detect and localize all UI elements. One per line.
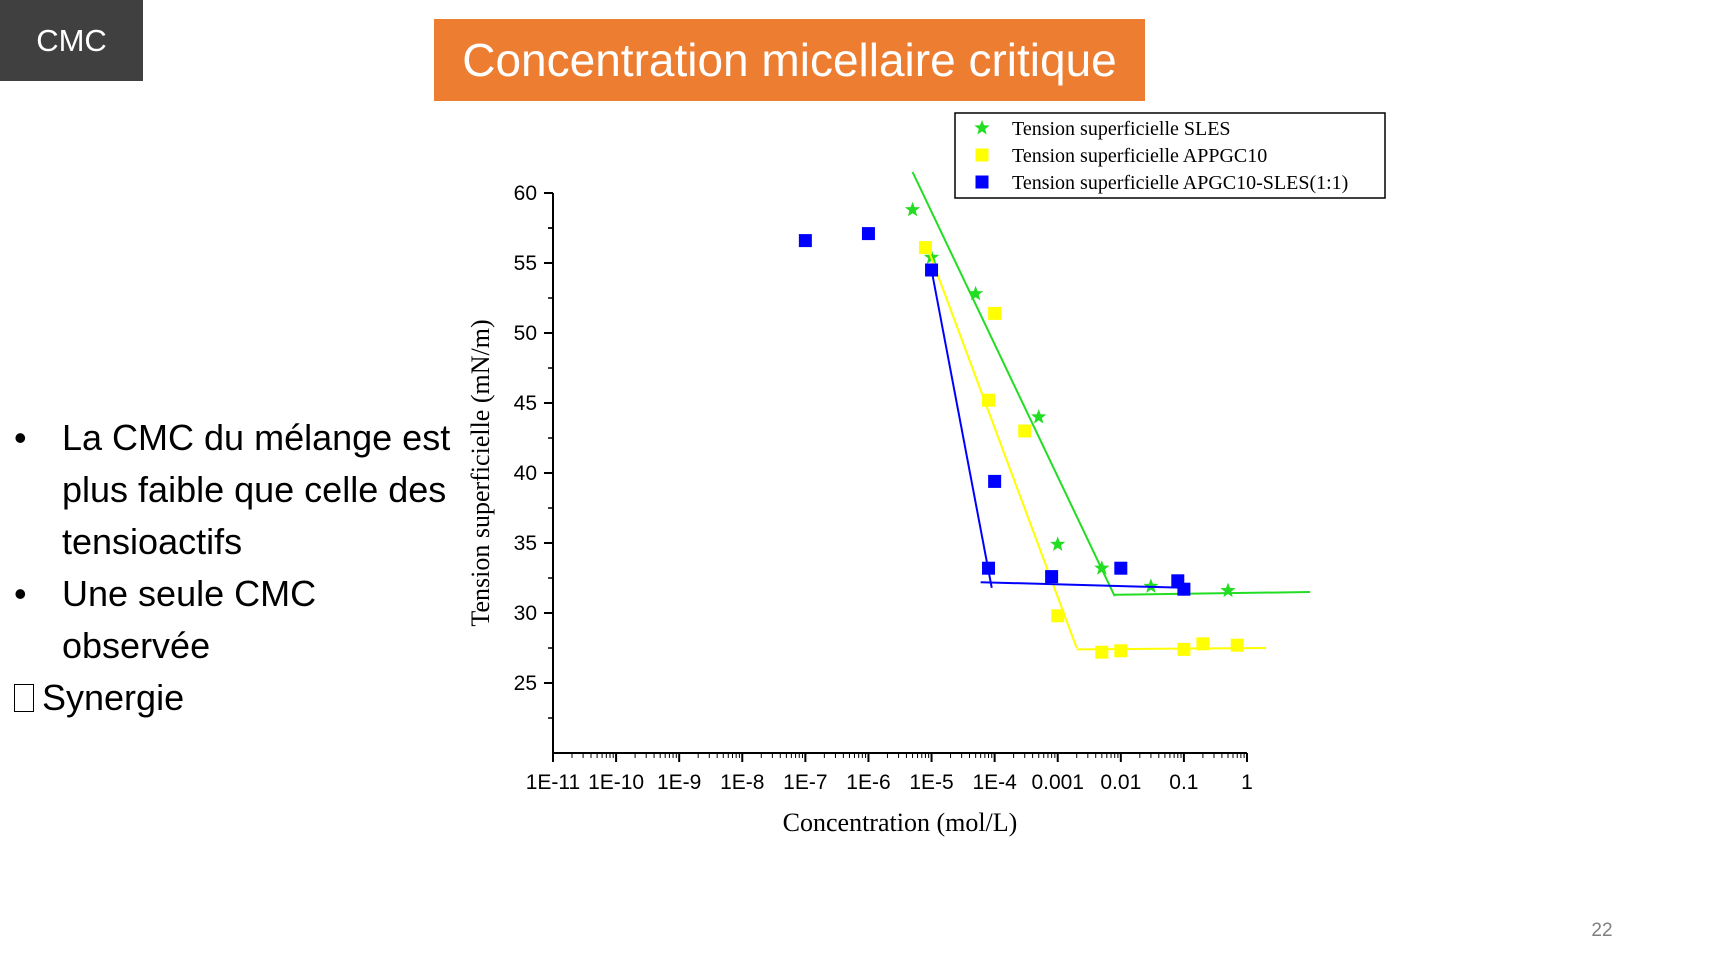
y-tick-label: 40 xyxy=(514,462,537,485)
bullet-item: • Une seule CMC observée xyxy=(14,568,454,672)
data-point-square xyxy=(1196,637,1210,651)
bullet-text: Une seule CMC observée xyxy=(62,573,317,666)
legend-entry-label: Tension superficielle APGC10-SLES(1:1) xyxy=(1012,172,1348,194)
fit-line xyxy=(924,241,1078,649)
data-point-square xyxy=(1230,638,1244,652)
x-axis-title: Concentration (mol/L) xyxy=(783,808,1018,837)
x-tick-label: 1E-8 xyxy=(720,771,764,794)
x-tick-label: 1E-9 xyxy=(657,771,701,794)
data-point-star xyxy=(1050,536,1066,551)
slide-title: Concentration micellaire critique xyxy=(434,19,1145,101)
data-point-square xyxy=(988,306,1002,320)
x-tick-label: 0.1 xyxy=(1169,771,1198,794)
x-tick-label: 0.01 xyxy=(1100,771,1141,794)
y-tick-label: 45 xyxy=(514,392,537,415)
conclusion-text: Synergie xyxy=(42,677,185,718)
data-point-square xyxy=(1114,644,1128,658)
fit-line xyxy=(911,171,1116,597)
data-point-star xyxy=(1143,578,1159,593)
page-number: 22 xyxy=(1591,920,1613,941)
fit-line xyxy=(930,269,993,588)
data-point-square xyxy=(1051,609,1065,623)
y-tick-label: 35 xyxy=(514,532,537,555)
x-tick-label: 1 xyxy=(1241,771,1253,794)
x-tick-label: 1E-5 xyxy=(909,771,953,794)
y-tick-label: 25 xyxy=(514,672,537,695)
bullet-text: La CMC du mélange est plus faible que ce… xyxy=(62,417,451,562)
chart-legend: Tension superficielle SLES Tension superf… xyxy=(954,112,1386,199)
data-point-square xyxy=(1095,645,1109,659)
x-tick-label: 0.001 xyxy=(1031,771,1084,794)
data-point-square xyxy=(1018,424,1032,438)
data-point-star xyxy=(1094,560,1110,575)
section-tag: CMC xyxy=(0,0,143,81)
legend-marker-square xyxy=(975,148,989,162)
data-point-star xyxy=(1220,582,1236,598)
x-tick-label: 1E-11 xyxy=(526,771,580,794)
y-tick-label: 55 xyxy=(514,252,537,275)
series-group xyxy=(904,171,1311,598)
legend-entry-label: Tension superficielle SLES xyxy=(1012,118,1231,140)
series-group xyxy=(798,227,1191,596)
bullet-list: • La CMC du mélange est plus faible que … xyxy=(14,412,454,724)
data-point-square xyxy=(918,241,932,255)
bullet-dot-icon: • xyxy=(14,417,27,458)
arrow-placeholder-icon xyxy=(14,684,34,712)
data-point-square xyxy=(925,263,939,277)
legend-box xyxy=(954,112,1386,199)
data-point-star xyxy=(1031,409,1047,424)
legend-marker-square xyxy=(975,175,989,189)
x-tick-label: 1E-4 xyxy=(972,771,1017,794)
legend-entry-label: Tension superficielle APPGC10 xyxy=(1012,145,1267,167)
x-tick-label: 1E-7 xyxy=(783,771,827,794)
data-point-square xyxy=(861,227,875,241)
data-point-square xyxy=(1177,642,1191,656)
y-tick-label: 50 xyxy=(514,322,537,345)
bullet-dot-icon: • xyxy=(14,573,27,614)
y-axis-title: Tension superficielle (mN/m) xyxy=(466,319,495,626)
data-point-square xyxy=(1177,582,1191,596)
data-point-square xyxy=(982,561,996,575)
data-point-square xyxy=(988,474,1002,488)
x-tick-label: 1E-6 xyxy=(846,771,890,794)
x-tick-label: 1E-10 xyxy=(588,771,644,794)
y-tick-label: 60 xyxy=(514,182,537,205)
bullet-item: • La CMC du mélange est plus faible que … xyxy=(14,412,454,568)
y-tick-label: 30 xyxy=(514,602,537,625)
data-point-square xyxy=(982,393,996,407)
data-point-star xyxy=(904,201,921,217)
data-point-square xyxy=(798,234,812,248)
legend-marker-star xyxy=(974,120,990,135)
fit-line xyxy=(1114,591,1311,596)
fit-line xyxy=(980,581,1184,589)
data-point-square xyxy=(1114,561,1128,575)
series-group xyxy=(918,241,1266,659)
conclusion-line: Synergie xyxy=(14,672,454,724)
data-point-star xyxy=(968,285,984,301)
data-point-square xyxy=(1045,570,1059,584)
